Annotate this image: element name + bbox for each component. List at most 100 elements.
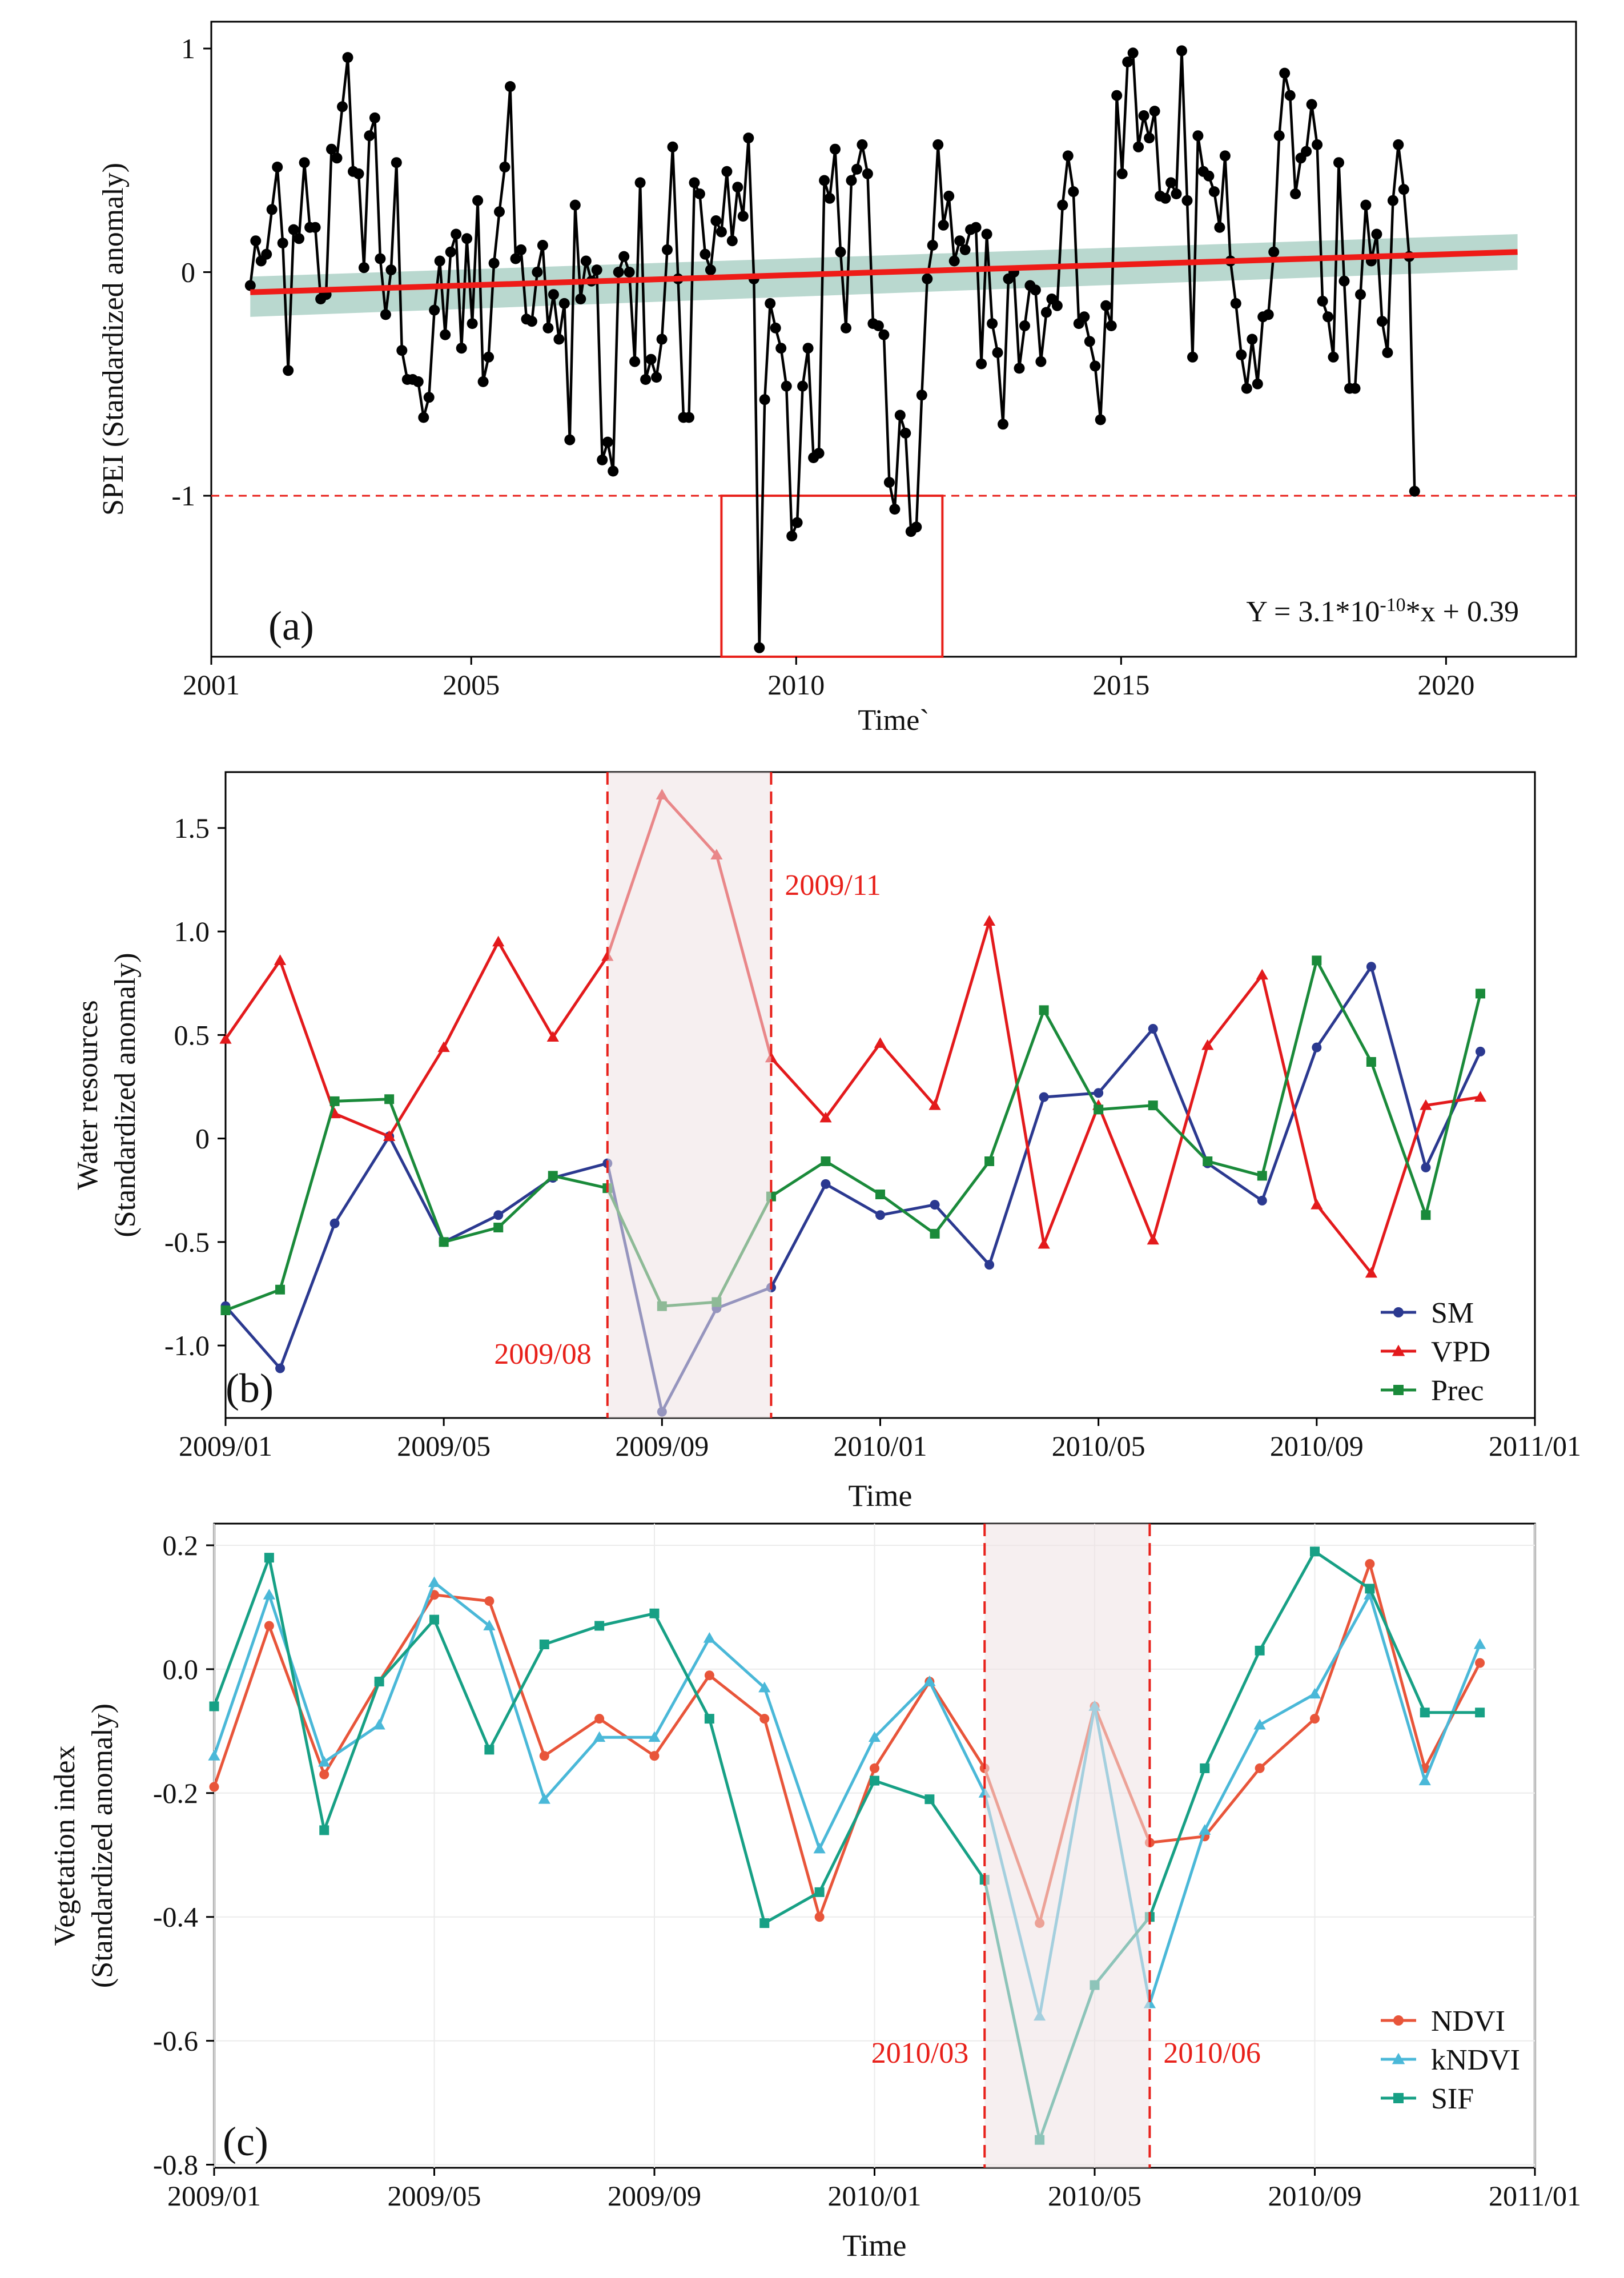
spei-point (385, 264, 397, 276)
sif-point (429, 1614, 439, 1625)
spei-point (689, 177, 700, 188)
kndvi-point (263, 1589, 275, 1600)
period-end-label: 2010/06 (1163, 2037, 1260, 2070)
spei-point (375, 253, 386, 264)
spei-point (732, 182, 743, 193)
spei-point (1057, 199, 1068, 211)
sm-point (1039, 1092, 1049, 1102)
prec-point (493, 1223, 504, 1232)
sm-point (493, 1210, 504, 1220)
spei-point (900, 428, 911, 439)
spei-point (1393, 139, 1404, 150)
spei-point (418, 412, 429, 423)
vpd-point (437, 1041, 450, 1052)
spei-point (1398, 184, 1409, 195)
spei-line (249, 49, 1416, 649)
y-axis-title: SPEI (Standardized anomaly) (97, 163, 130, 516)
spei-point (987, 318, 998, 330)
vpd-point (546, 1031, 559, 1042)
ndvi-point (814, 1912, 825, 1922)
spei-point (721, 166, 733, 177)
kndvi-point (813, 1842, 826, 1854)
spei-point (932, 139, 944, 150)
prec-point (984, 1156, 995, 1166)
x-tick-label: 2010/01 (834, 1430, 927, 1462)
spei-point (597, 454, 608, 465)
spei-point (1079, 311, 1090, 323)
spei-point (1208, 186, 1220, 198)
sm-point (1148, 1024, 1158, 1034)
spei-point (353, 168, 364, 179)
spei-point (1014, 363, 1025, 374)
y-tick-label: 0 (181, 256, 195, 288)
spei-point (830, 143, 841, 155)
ndvi-point (319, 1769, 329, 1779)
spei-point (537, 240, 548, 251)
spei-point (1181, 195, 1193, 206)
spei-point (618, 251, 630, 262)
legend-label: Prec (1431, 1375, 1484, 1407)
sif-point (1475, 1708, 1485, 1718)
sif-line (212, 1550, 1480, 2142)
spei-point (1322, 311, 1334, 323)
x-tick-label: 2010 (767, 669, 825, 701)
spei-point (1133, 141, 1144, 152)
ndvi-point (704, 1670, 714, 1681)
x-tick-label: 2009/05 (397, 1430, 491, 1462)
spei-point (1122, 57, 1133, 67)
spei-point (700, 248, 711, 260)
vpd-point (1474, 1091, 1487, 1102)
spei-point (894, 409, 906, 421)
spei-point (1176, 45, 1187, 57)
spei-point (1171, 188, 1182, 199)
equation-prefix: Y = 3.1*10 (1246, 596, 1380, 628)
spei-point (445, 246, 456, 258)
legend-key-marker (1393, 1307, 1404, 1317)
sif-point (539, 1640, 549, 1649)
ndvi-point (649, 1751, 660, 1761)
prec-point (439, 1237, 449, 1247)
spei-point (927, 240, 938, 251)
spei-point (1127, 47, 1139, 59)
spei-point (299, 157, 310, 168)
spei-point (358, 262, 369, 274)
spei-point (423, 392, 435, 403)
spei-point (434, 255, 445, 267)
spei-point (467, 318, 478, 330)
spei-point (1301, 146, 1312, 157)
sm-point (930, 1200, 940, 1210)
spei-point (726, 235, 738, 247)
legend-key-marker (1392, 1344, 1405, 1356)
regression-equation: Y = 3.1*10-10*x + 0.39 (1246, 594, 1519, 629)
period-start-label: 2009/08 (494, 1338, 591, 1371)
prec-point (1039, 1005, 1049, 1015)
spei-point (477, 376, 489, 387)
spei-point (1241, 383, 1252, 394)
spei-point (976, 358, 987, 369)
sif-point (704, 1714, 714, 1724)
spei-point (1100, 300, 1112, 311)
vpd-line (224, 793, 1481, 1275)
spei-point (1219, 150, 1231, 162)
spei-point (743, 132, 754, 144)
prec-point (1366, 1057, 1376, 1067)
spei-point (1290, 188, 1301, 199)
ndvi-point (1475, 1658, 1485, 1668)
spei-point (1284, 90, 1296, 101)
spei-point (613, 267, 624, 278)
spei-point (288, 224, 299, 235)
kndvi-point (428, 1576, 441, 1588)
spei-point (1144, 132, 1155, 144)
spei-point (705, 264, 716, 276)
spei-point (1068, 186, 1079, 198)
sif-point (1200, 1763, 1210, 1773)
spei-point (1040, 307, 1052, 318)
prec-point (1312, 955, 1322, 966)
sm-point (821, 1179, 831, 1189)
spei-point (244, 280, 256, 291)
spei-point (309, 222, 321, 233)
spei-point (1312, 139, 1323, 150)
spei-point (391, 157, 402, 168)
equation-suffix: *x + 0.39 (1406, 596, 1519, 628)
vpd-point (1201, 1039, 1214, 1050)
